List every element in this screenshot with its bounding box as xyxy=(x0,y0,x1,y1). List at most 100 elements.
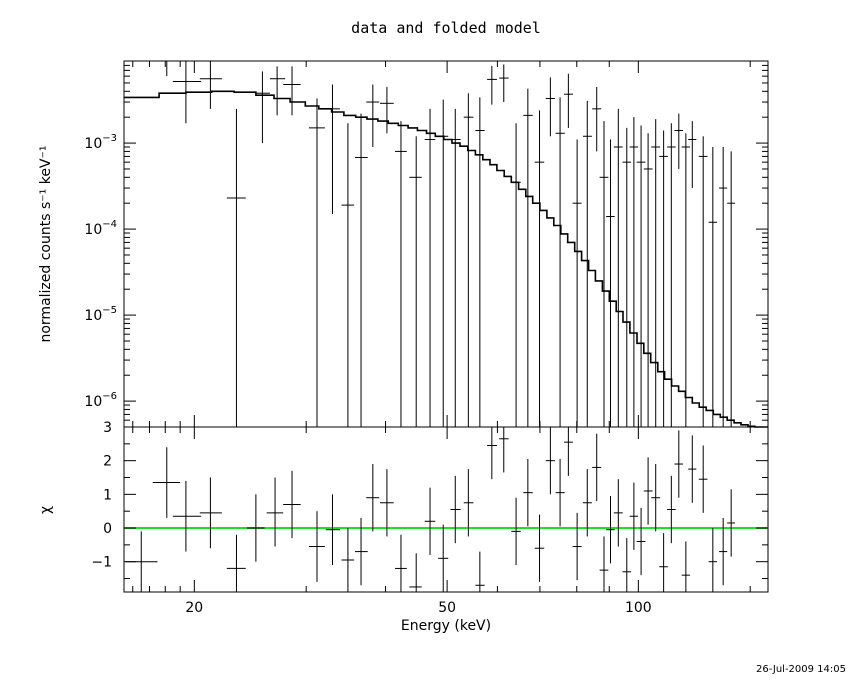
spectrum-point-39 xyxy=(651,119,661,427)
residual-point-20 xyxy=(475,551,485,592)
residual-point-23 xyxy=(511,497,521,566)
spectrum-point-37 xyxy=(636,125,646,427)
spectrum-point-2 xyxy=(172,61,202,124)
residual-data-points xyxy=(125,427,736,592)
residual-point-40 xyxy=(659,533,668,592)
residual-point-32 xyxy=(599,536,609,592)
residual-y-tick-label: −1 xyxy=(91,555,112,571)
spectrum-point-10 xyxy=(341,123,355,427)
tick-exponent: −6 xyxy=(102,391,117,402)
residual-point-4 xyxy=(226,534,246,592)
spectrum-point-46 xyxy=(708,147,718,427)
residual-point-48 xyxy=(727,489,736,557)
spectrum-point-28 xyxy=(564,73,573,128)
spectrum-y-axis-label: normalized counts s⁻¹ keV⁻¹ xyxy=(38,145,54,342)
residual-point-39 xyxy=(651,464,661,532)
spectrum-point-18 xyxy=(450,108,461,427)
residual-point-34 xyxy=(613,479,623,547)
residual-point-22 xyxy=(499,427,509,473)
residual-point-3 xyxy=(199,477,222,549)
residual-point-19 xyxy=(463,469,474,537)
residual-y-axis-label: χ xyxy=(38,506,54,514)
x-tick-labels: 20 50 100 xyxy=(185,600,651,616)
spectrum-point-17 xyxy=(438,99,449,427)
x-tick-label: 20 xyxy=(185,600,203,616)
residual-point-35 xyxy=(622,538,632,592)
residual-point-41 xyxy=(667,475,676,544)
spectrum-y-tick-label: 10−3 xyxy=(84,133,117,152)
spectrum-point-23 xyxy=(511,123,521,427)
x-tick-label: 100 xyxy=(625,600,652,616)
spectrum-point-35 xyxy=(622,127,632,427)
residual-point-1 xyxy=(152,447,181,518)
spectrum-point-4 xyxy=(226,108,246,427)
spectrum-point-11 xyxy=(354,113,368,427)
spectrum-point-32 xyxy=(599,121,609,427)
spectrum-point-38 xyxy=(643,133,653,427)
residual-point-10 xyxy=(341,528,355,592)
residual-point-17 xyxy=(438,524,449,592)
spectrum-y-tick-label: 10−6 xyxy=(84,391,117,410)
residual-point-43 xyxy=(681,541,691,592)
residual-y-tick-label: 1 xyxy=(103,487,112,503)
residual-point-6 xyxy=(266,477,284,547)
residual-point-33 xyxy=(606,496,615,564)
spectrum-point-1 xyxy=(152,60,181,77)
residual-y-tick-label: 0 xyxy=(103,521,112,537)
spectrum-point-5 xyxy=(255,71,270,144)
x-tick-label: 50 xyxy=(438,600,456,616)
spectrum-point-40 xyxy=(659,130,668,427)
residual-point-2 xyxy=(172,480,202,552)
tick-exponent: −3 xyxy=(102,133,117,144)
spectrum-data-points xyxy=(125,60,736,427)
spectrum-point-15 xyxy=(409,136,422,427)
spectrum-point-6 xyxy=(269,66,286,116)
spectrum-point-16 xyxy=(424,108,436,427)
spectrum-point-41 xyxy=(667,123,676,427)
spectrum-point-8 xyxy=(308,98,325,427)
spectrum-point-26 xyxy=(545,77,555,137)
spectrum-point-3 xyxy=(199,61,222,109)
timestamp: 26-Jul-2009 14:05 xyxy=(756,664,846,675)
tick-mantissa: 10 xyxy=(84,136,102,152)
residual-point-30 xyxy=(582,469,592,537)
residual-point-18 xyxy=(450,475,461,544)
residual-y-tick-label: 3 xyxy=(103,420,112,436)
spectrum-point-47 xyxy=(719,147,728,427)
tick-mantissa: 10 xyxy=(84,222,102,238)
residual-point-46 xyxy=(708,528,718,592)
spectrum-point-34 xyxy=(613,108,623,427)
spectrum-y-tick-label: 10−4 xyxy=(84,219,117,238)
spectrum-point-7 xyxy=(283,66,301,116)
tick-exponent: −4 xyxy=(102,219,117,230)
spectrum-point-12 xyxy=(366,84,380,148)
spectrum-point-48 xyxy=(727,151,736,427)
residual-point-38 xyxy=(643,457,653,525)
spectrum-point-20 xyxy=(475,97,485,427)
residual-point-37 xyxy=(636,507,646,576)
residual-point-12 xyxy=(366,464,380,532)
residual-point-24 xyxy=(523,458,533,527)
residual-point-45 xyxy=(698,445,708,513)
residual-point-5 xyxy=(246,494,265,562)
residual-point-16 xyxy=(424,487,436,555)
x-axis-label: Energy (keV) xyxy=(401,618,491,634)
residual-point-27 xyxy=(555,458,565,527)
residual-point-15 xyxy=(409,553,422,592)
tick-mantissa: 10 xyxy=(84,394,102,410)
residual-panel xyxy=(123,426,769,593)
spectrum-panel xyxy=(123,60,769,428)
residual-point-25 xyxy=(534,514,545,582)
spectrum-point-43 xyxy=(681,133,691,427)
spectrum-point-13 xyxy=(379,86,394,134)
spectrum-point-36 xyxy=(629,117,639,427)
spectrum-y-tick-labels: 10−310−410−510−6 xyxy=(84,133,117,410)
residual-point-13 xyxy=(379,469,394,537)
spectrum-point-22 xyxy=(499,64,509,103)
residual-plot-frame xyxy=(123,426,769,593)
residual-point-9 xyxy=(325,494,340,566)
spectrum-point-33 xyxy=(606,139,615,427)
residual-y-tick-labels: 3 2 1 0 −1 xyxy=(91,420,112,571)
spectrum-axis-ticks xyxy=(124,61,768,428)
